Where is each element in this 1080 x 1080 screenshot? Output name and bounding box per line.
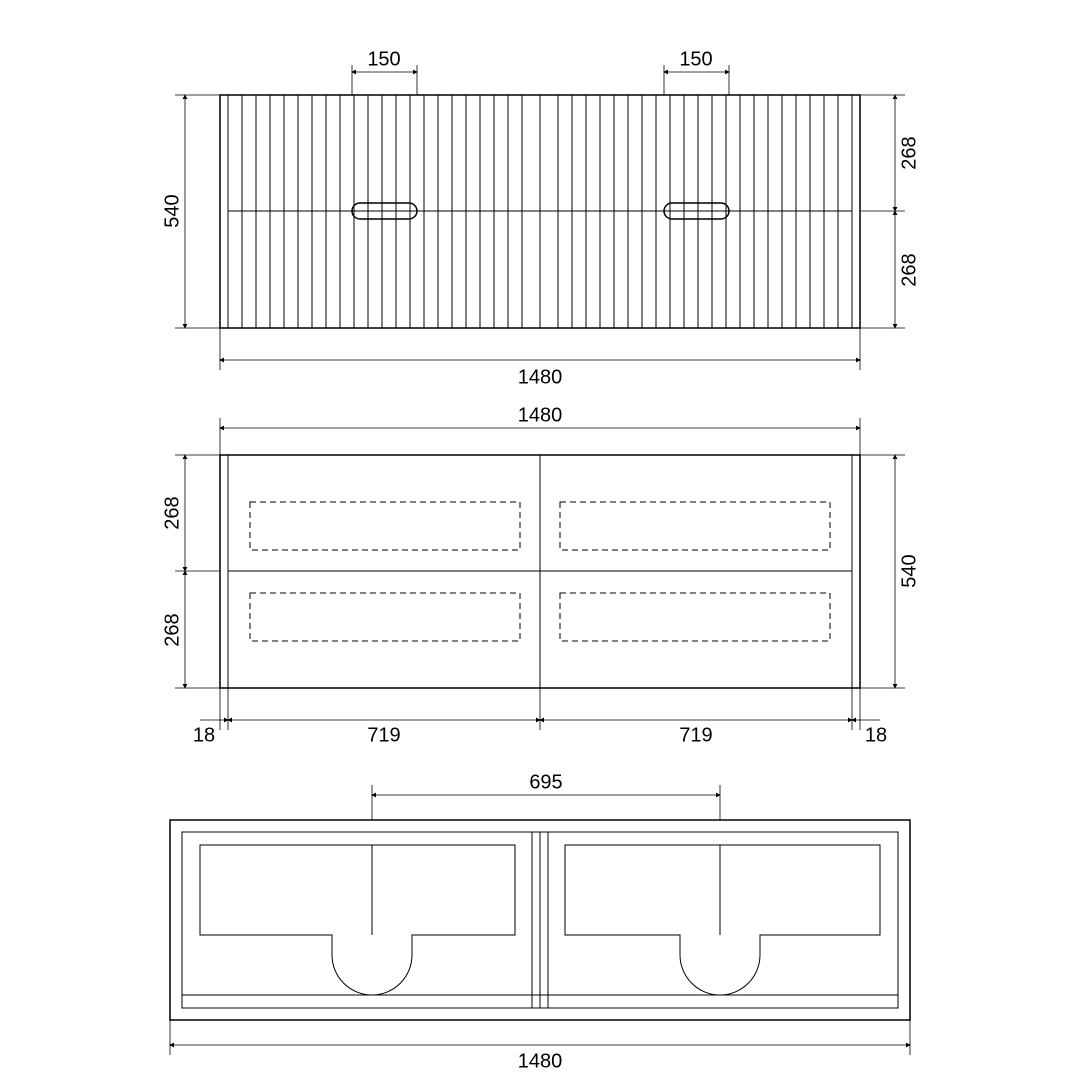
dim-back-height: 540 — [898, 554, 920, 587]
dim-front-height: 540 — [161, 194, 183, 227]
back-view: 1480 268 268 540 18 719 719 18 — [161, 404, 920, 746]
dim-handle-left: 150 — [367, 48, 400, 70]
cutout-right — [565, 845, 880, 995]
top-view: 695 1480 — [170, 771, 910, 1072]
cutout-left — [200, 845, 515, 995]
dim-front-width: 1480 — [518, 366, 563, 388]
dim-front-upper: 268 — [898, 136, 920, 169]
front-view: 150 150 540 268 268 1480 — [161, 48, 920, 388]
flutes-right — [558, 95, 838, 328]
dim-back-half-right: 719 — [679, 724, 712, 746]
dim-back-thk-right: 18 — [865, 724, 887, 746]
dim-back-upper: 268 — [161, 496, 183, 529]
dim-back-half-left: 719 — [367, 724, 400, 746]
dim-handle-right: 150 — [679, 48, 712, 70]
dim-top-spacing: 695 — [529, 771, 562, 793]
dim-back-width: 1480 — [518, 404, 563, 426]
dim-back-lower: 268 — [161, 613, 183, 646]
flutes-left — [242, 95, 522, 328]
dim-back-thk-left: 18 — [193, 724, 215, 746]
dim-top-width: 1480 — [518, 1050, 563, 1072]
dim-front-lower: 268 — [898, 253, 920, 286]
